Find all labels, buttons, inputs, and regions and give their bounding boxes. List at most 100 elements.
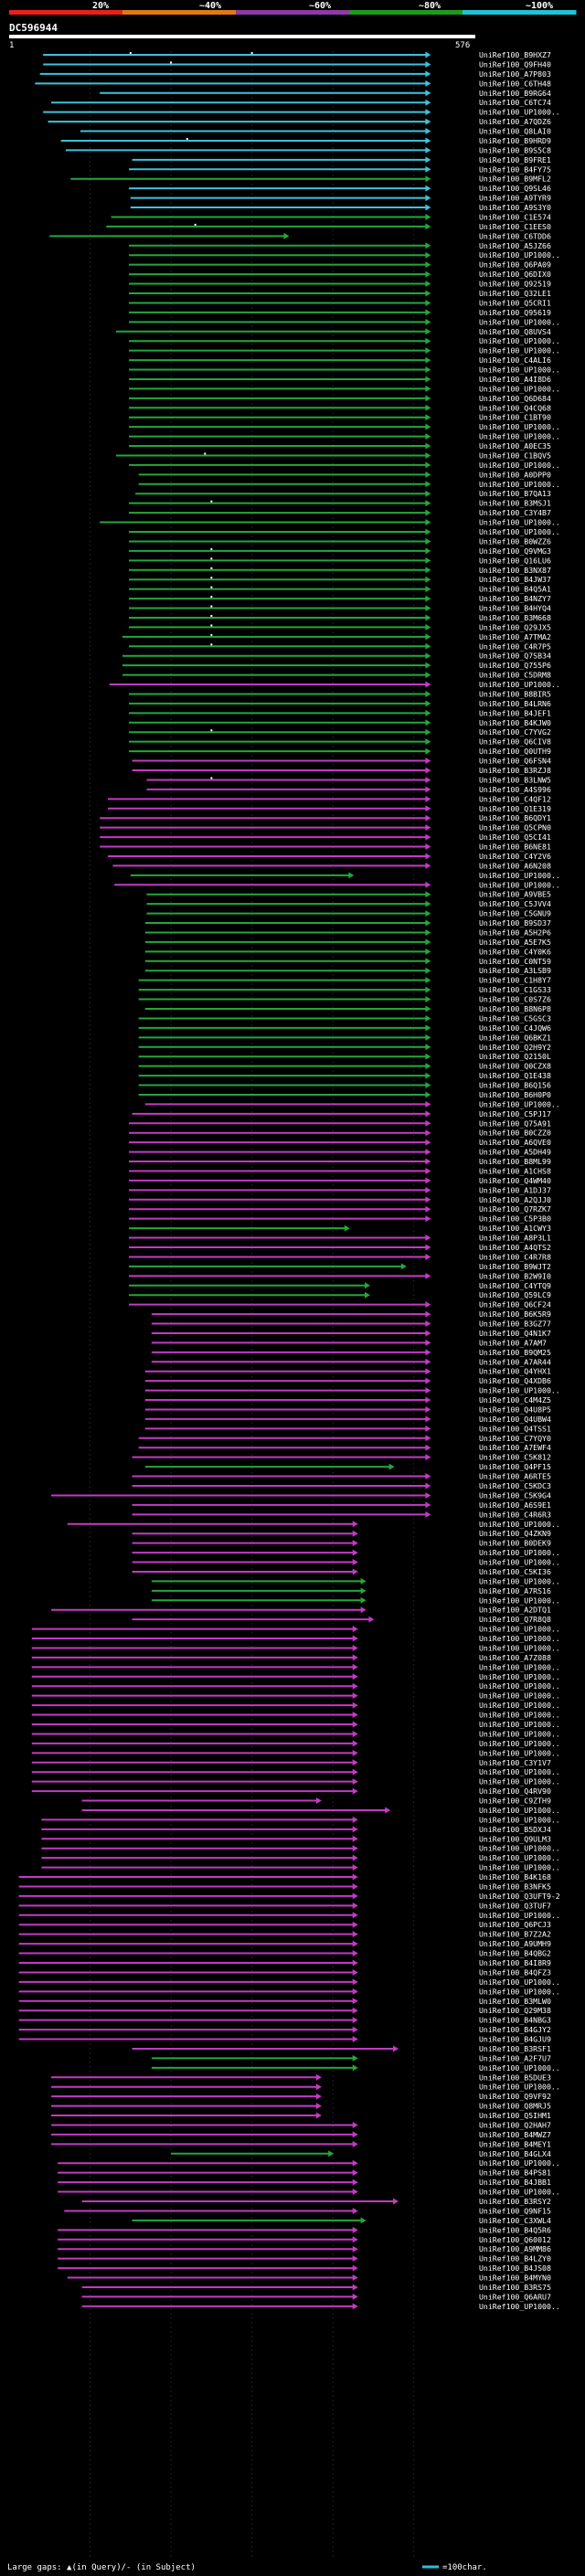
- hit-row[interactable]: UniRef100_C5GNU9: [146, 909, 551, 918]
- hit-row[interactable]: UniRef100_C7YQY0: [138, 1434, 551, 1443]
- hit-row[interactable]: UniRef100_UP1000..: [129, 461, 560, 470]
- hit-label[interactable]: UniRef100_B4GJY2: [479, 2025, 551, 2034]
- hit-label[interactable]: UniRef100_C6TC74: [479, 98, 551, 107]
- hit-row[interactable]: UniRef100_UP1000..: [129, 250, 560, 260]
- hit-label[interactable]: UniRef100_C4R7P5: [479, 641, 551, 651]
- hit-label[interactable]: UniRef100_Q7SB34: [479, 652, 551, 661]
- hit-label[interactable]: UniRef100_A7P803: [479, 69, 551, 79]
- hit-label[interactable]: UniRef100_B4Q5A1: [479, 585, 551, 594]
- hit-label[interactable]: UniRef100_Q9VMG3: [479, 546, 551, 556]
- hit-row[interactable]: UniRef100_Q4YHX1: [144, 1367, 551, 1376]
- hit-row[interactable]: UniRef100_B9HRD9: [60, 136, 551, 145]
- hit-row[interactable]: UniRef100_C3Y1V7: [31, 1758, 551, 1767]
- hit-label[interactable]: UniRef100_C4QF12: [479, 794, 551, 803]
- hit-row[interactable]: UniRef100_Q9VMG3: [129, 546, 551, 556]
- hit-row[interactable]: UniRef100_UP1000..: [18, 1987, 560, 1996]
- hit-row[interactable]: UniRef100_Q8MRJ5: [51, 2102, 551, 2111]
- hit-row[interactable]: UniRef100_B3MLW0: [18, 1997, 551, 2006]
- hit-label[interactable]: UniRef100_C7YVG2: [479, 727, 551, 737]
- hit-label[interactable]: UniRef100_UP1000..: [479, 2083, 560, 2092]
- hit-label[interactable]: UniRef100_UP1000..: [479, 1844, 560, 1853]
- hit-label[interactable]: UniRef100_A1CWY3: [479, 1224, 551, 1233]
- hit-row[interactable]: UniRef100_Q32LE1: [129, 289, 551, 298]
- hit-row[interactable]: UniRef100_C4JQW6: [138, 1023, 551, 1033]
- hit-label[interactable]: UniRef100_Q4XDB6: [479, 1376, 551, 1385]
- hit-row[interactable]: UniRef100_Q1E319: [108, 804, 551, 813]
- hit-label[interactable]: UniRef100_Q9SL46: [479, 184, 551, 193]
- hit-row[interactable]: UniRef100_Q7SB34: [122, 652, 551, 661]
- hit-row[interactable]: UniRef100_B9S5C8: [65, 145, 551, 154]
- hit-label[interactable]: UniRef100_B5DXJ4: [479, 1825, 551, 1834]
- hit-label[interactable]: UniRef100_B3RZJ8: [479, 766, 551, 775]
- hit-row[interactable]: UniRef100_B4I8R9: [18, 1958, 551, 1967]
- hit-row[interactable]: UniRef100_UP1000..: [132, 1548, 560, 1557]
- hit-row[interactable]: UniRef100_UP1000..: [31, 1672, 560, 1681]
- hit-row[interactable]: UniRef100_A1CHS8: [129, 1166, 551, 1175]
- hit-label[interactable]: UniRef100_Q3UFT9-2: [479, 1892, 560, 1901]
- hit-row[interactable]: UniRef100_A6RTE5: [132, 1472, 551, 1481]
- hit-row[interactable]: UniRef100_UP1000..: [31, 1643, 560, 1652]
- hit-label[interactable]: UniRef100_UP1000..: [479, 1691, 560, 1701]
- hit-label[interactable]: UniRef100_Q8LAI0: [479, 127, 551, 136]
- hit-label[interactable]: UniRef100_UP1000..: [479, 1863, 560, 1872]
- hit-label[interactable]: UniRef100_UP1000..: [479, 1520, 560, 1529]
- hit-label[interactable]: UniRef100_A9VBE5: [479, 890, 551, 899]
- hit-label[interactable]: UniRef100_A0EC35: [479, 441, 551, 451]
- hit-row[interactable]: UniRef100_UP1000..: [114, 880, 560, 889]
- hit-label[interactable]: UniRef100_UP1000..: [479, 1748, 560, 1757]
- hit-label[interactable]: UniRef100_B0DEK9: [479, 1539, 551, 1548]
- hit-label[interactable]: UniRef100_UP1000..: [479, 1977, 560, 1987]
- hit-row[interactable]: UniRef100_Q6FSN4: [132, 757, 551, 766]
- hit-row[interactable]: UniRef100_Q5IHM1: [51, 2111, 551, 2120]
- hit-row[interactable]: UniRef100_Q3TUF7: [18, 1901, 551, 1910]
- hit-row[interactable]: UniRef100_A2QJJ0: [129, 1195, 551, 1204]
- hit-label[interactable]: UniRef100_B8N6P8: [479, 1004, 551, 1013]
- hit-row[interactable]: UniRef100_B0CZZ0: [129, 1129, 551, 1138]
- hit-label[interactable]: UniRef100_UP1000..: [479, 1672, 560, 1681]
- hit-label[interactable]: UniRef100_A7AM7: [479, 1338, 547, 1347]
- hit-row[interactable]: UniRef100_C6TC74: [51, 98, 551, 107]
- hit-row[interactable]: UniRef100_Q4XDB6: [144, 1376, 551, 1385]
- hit-row[interactable]: UniRef100_UP1000..: [31, 1720, 560, 1729]
- hit-label[interactable]: UniRef100_A4S996: [479, 785, 551, 794]
- hit-label[interactable]: UniRef100_UP1000..: [479, 461, 560, 470]
- hit-label[interactable]: UniRef100_C4YTQ9: [479, 1281, 551, 1290]
- hit-label[interactable]: UniRef100_UP1000..: [479, 480, 560, 489]
- hit-row[interactable]: UniRef100_Q6DIX0: [129, 270, 551, 279]
- hit-row[interactable]: UniRef100_B4LZY0: [58, 2254, 551, 2263]
- hit-row[interactable]: UniRef100_B4FY75: [129, 164, 551, 174]
- hit-row[interactable]: UniRef100_C5KDC3: [132, 1481, 551, 1490]
- hit-label[interactable]: UniRef100_C3Y1V7: [479, 1758, 551, 1767]
- hit-label[interactable]: UniRef100_UP1000..: [479, 384, 560, 393]
- hit-row[interactable]: UniRef100_UP1000..: [31, 1777, 560, 1786]
- hit-label[interactable]: UniRef100_Q92519: [479, 280, 551, 289]
- hit-row[interactable]: UniRef100_UP1000..: [138, 480, 560, 489]
- hit-row[interactable]: UniRef100_Q7R8Q8: [132, 1615, 551, 1624]
- hit-row[interactable]: UniRef100_C9ZTH9: [81, 1797, 551, 1806]
- hit-row[interactable]: UniRef100_Q3UFT9-2: [18, 1892, 560, 1901]
- hit-row[interactable]: UniRef100_Q6CIV8: [129, 737, 551, 747]
- hit-label[interactable]: UniRef100_UP1000..: [479, 880, 560, 889]
- hit-row[interactable]: UniRef100_A6S9E1: [132, 1500, 551, 1510]
- hit-label[interactable]: UniRef100_Q95619: [479, 308, 551, 317]
- hit-row[interactable]: UniRef100_Q8LAI0: [80, 127, 551, 136]
- hit-row[interactable]: UniRef100_Q7RZK7: [129, 1204, 551, 1214]
- hit-label[interactable]: UniRef100_C5K812: [479, 1453, 551, 1462]
- hit-row[interactable]: UniRef100_B4JEF1: [129, 708, 551, 717]
- hit-row[interactable]: UniRef100_A8P3L1: [129, 1234, 551, 1243]
- hit-row[interactable]: UniRef100_B3RZJ8: [132, 766, 551, 775]
- hit-row[interactable]: UniRef100_Q4N1K7: [151, 1329, 551, 1338]
- hit-label[interactable]: UniRef100_A1DJ37: [479, 1185, 551, 1194]
- hit-row[interactable]: UniRef100_B4GJU9: [18, 2035, 551, 2044]
- hit-label[interactable]: UniRef100_Q4N1K7: [479, 1329, 551, 1338]
- hit-label[interactable]: UniRef100_B4JW37: [479, 575, 551, 584]
- hit-row[interactable]: UniRef100_B8BIR5: [129, 689, 551, 698]
- hit-label[interactable]: UniRef100_C5KI36: [479, 1567, 551, 1576]
- hit-row[interactable]: UniRef100_B3RS75: [81, 2283, 551, 2292]
- hit-label[interactable]: UniRef100_Q4TSS1: [479, 1424, 551, 1433]
- hit-label[interactable]: UniRef100_C9ZTH9: [479, 1797, 551, 1806]
- hit-label[interactable]: UniRef100_B9HXZ7: [479, 50, 551, 59]
- hit-row[interactable]: UniRef100_B4NZY7: [129, 594, 551, 603]
- hit-label[interactable]: UniRef100_A2F7U7: [479, 2053, 551, 2062]
- hit-label[interactable]: UniRef100_B4GLX4: [479, 2149, 551, 2158]
